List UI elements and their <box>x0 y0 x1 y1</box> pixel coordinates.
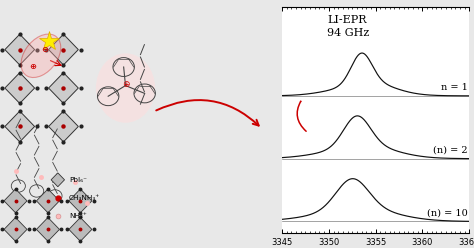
Polygon shape <box>4 189 27 213</box>
Ellipse shape <box>21 34 61 78</box>
Text: CH₃NH₃⁺: CH₃NH₃⁺ <box>69 195 100 201</box>
Ellipse shape <box>96 53 155 123</box>
Polygon shape <box>36 189 59 213</box>
Polygon shape <box>5 111 35 142</box>
Polygon shape <box>36 217 59 241</box>
Text: ⊖: ⊖ <box>42 45 49 54</box>
Text: PbI₆⁻: PbI₆⁻ <box>69 177 87 183</box>
Text: NH₃⁺: NH₃⁺ <box>69 213 87 219</box>
Polygon shape <box>69 189 92 213</box>
Text: n = 1: n = 1 <box>441 83 468 92</box>
Polygon shape <box>51 173 64 187</box>
Polygon shape <box>49 73 78 103</box>
Polygon shape <box>5 34 35 65</box>
Text: ⊕: ⊕ <box>29 62 36 71</box>
Polygon shape <box>69 217 92 241</box>
Polygon shape <box>4 217 27 241</box>
Text: (n) = 2: (n) = 2 <box>433 146 468 155</box>
Text: LI-EPR
94 GHz: LI-EPR 94 GHz <box>327 15 369 38</box>
Text: ⊕: ⊕ <box>122 80 129 89</box>
Polygon shape <box>49 34 78 65</box>
Polygon shape <box>5 73 35 103</box>
Text: (n) = 10: (n) = 10 <box>427 209 468 218</box>
Polygon shape <box>49 111 78 142</box>
FancyArrowPatch shape <box>297 101 306 131</box>
